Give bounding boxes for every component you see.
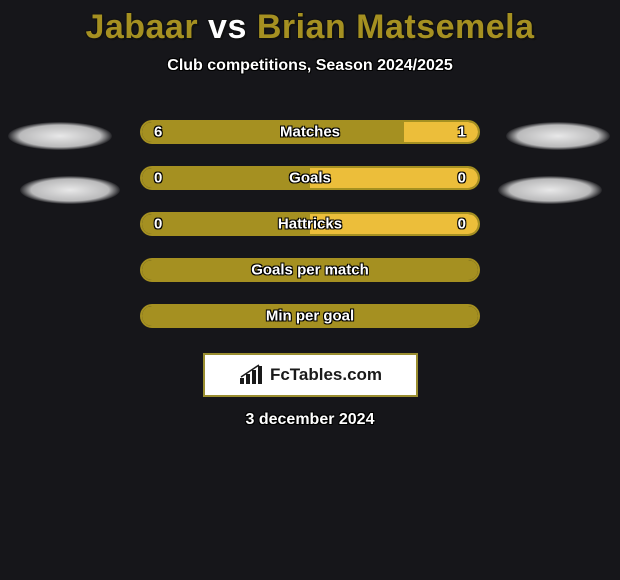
stat-bar: Matches61	[140, 120, 480, 144]
bar-right-fill	[310, 168, 478, 188]
stat-row: Matches61	[0, 109, 620, 155]
subtitle: Club competitions, Season 2024/2025	[0, 57, 620, 75]
bar-right-fill	[310, 214, 478, 234]
date-label: 3 december 2024	[0, 411, 620, 429]
title-player1: Jabaar	[85, 8, 198, 46]
chart-icon	[238, 364, 264, 386]
stat-bar: Hattricks00	[140, 212, 480, 236]
branding-badge: FcTables.com	[203, 353, 418, 397]
title-vs: vs	[208, 8, 247, 46]
stat-row: Goals per match	[0, 247, 620, 293]
stat-bar: Goals per match	[140, 258, 480, 282]
stat-row: Min per goal	[0, 293, 620, 339]
stat-row: Hattricks00	[0, 201, 620, 247]
stat-row: Goals00	[0, 155, 620, 201]
stat-bar: Goals00	[140, 166, 480, 190]
stat-bar: Min per goal	[140, 304, 480, 328]
bar-left-fill	[142, 122, 404, 142]
bar-left-fill	[142, 260, 478, 280]
comparison-chart: Matches61 Goals00 Hattricks00 Goals per mat…	[0, 109, 620, 339]
bar-left-fill	[142, 168, 310, 188]
page-title: Jabaar vs Brian Matsemela	[0, 0, 620, 47]
bar-right-fill	[404, 122, 478, 142]
title-player2: Brian Matsemela	[257, 8, 535, 46]
branding-text: FcTables.com	[270, 365, 382, 385]
bar-left-fill	[142, 306, 478, 326]
bar-left-fill	[142, 214, 310, 234]
